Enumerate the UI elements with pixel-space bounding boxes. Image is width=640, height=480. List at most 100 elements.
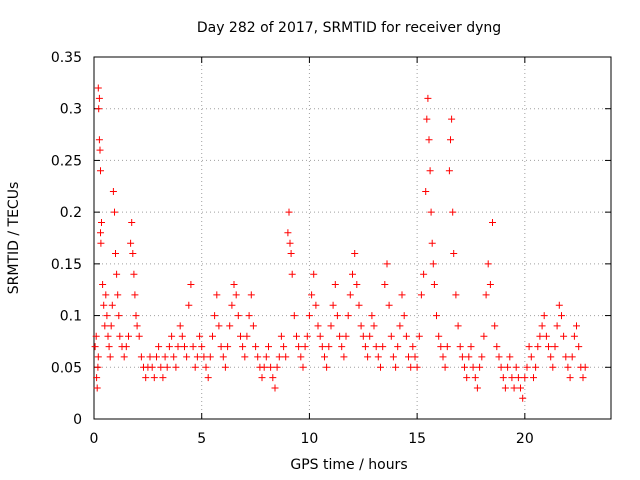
data-point [545,343,552,351]
data-point [101,322,109,330]
data-point [285,208,293,216]
data-point [450,250,458,257]
data-point [392,363,400,371]
data-point [361,343,369,351]
y-tick-label: 0.05 [51,360,82,376]
data-point [213,291,221,299]
data-point [193,353,201,361]
data-point [484,260,492,268]
data-point [325,343,333,351]
data-point [267,363,275,371]
y-tick-label: 0.15 [51,257,82,273]
data-point [163,363,171,371]
data-point [271,384,279,392]
data-point [174,343,182,351]
data-point [290,312,298,320]
data-point [534,343,542,351]
data-point [346,291,354,299]
data-point [532,363,540,371]
data-point [258,374,266,382]
data-point [191,363,199,371]
data-point [95,105,103,113]
data-point [249,322,257,330]
data-point [581,363,589,371]
data-point [275,353,283,361]
data-point [424,94,432,102]
data-point [303,332,311,340]
data-point [542,332,550,340]
data-point [189,343,197,351]
data-point [109,188,117,195]
data-point [560,332,568,340]
plot-frame [93,56,612,420]
data-point [570,332,578,340]
data-point [97,167,104,175]
data-point [480,332,488,340]
data-point [489,219,496,226]
data-point [159,374,167,382]
data-point [377,363,384,371]
data-point [245,312,253,320]
data-point [252,343,260,351]
data-point [284,229,292,237]
data-point [407,363,415,371]
data-point [564,363,572,371]
data-point [172,363,180,371]
data-point [127,239,135,247]
data-point [170,353,178,361]
data-point [463,374,471,382]
data-point [94,363,102,371]
data-point [353,281,361,288]
data-point [538,322,546,330]
data-point [181,343,188,351]
data-point [94,353,102,361]
data-point [445,167,453,175]
data-point [493,343,501,351]
data-point [333,312,341,320]
y-tick-label: 0.1 [60,309,82,325]
data-point [108,301,116,309]
data-point [549,363,557,371]
data-point [297,353,305,361]
data-point [228,301,236,309]
data-point [430,281,438,288]
data-point [329,301,337,309]
data-point [521,374,529,382]
data-point [465,353,473,361]
data-point [97,239,105,247]
data-point [420,270,428,278]
x-tick-label: 10 [301,431,319,447]
data-point [187,281,195,288]
data-point [99,281,107,288]
data-point [131,291,139,299]
data-point [536,332,544,340]
data-point [394,343,402,351]
data-point [157,363,165,371]
data-point [161,353,169,361]
data-point [501,384,509,392]
y-tick-label: 0.2 [60,205,82,221]
data-point [224,343,232,351]
data-point [558,312,565,320]
data-point [555,301,563,309]
data-point [282,353,290,361]
data-point [103,312,111,320]
data-point [423,115,431,123]
data-point [402,332,410,340]
data-point [351,250,359,257]
data-point [566,374,574,382]
data-point [125,332,132,340]
data-point [491,322,499,330]
data-point [551,343,559,351]
data-point [96,146,104,154]
data-point [413,363,421,371]
data-point [105,343,113,351]
data-point [344,312,352,320]
data-point [456,343,464,351]
data-point [429,260,437,268]
data-point [129,250,137,257]
data-point [469,363,477,371]
data-point [547,353,555,361]
data-point [316,332,324,340]
data-point [461,363,468,371]
